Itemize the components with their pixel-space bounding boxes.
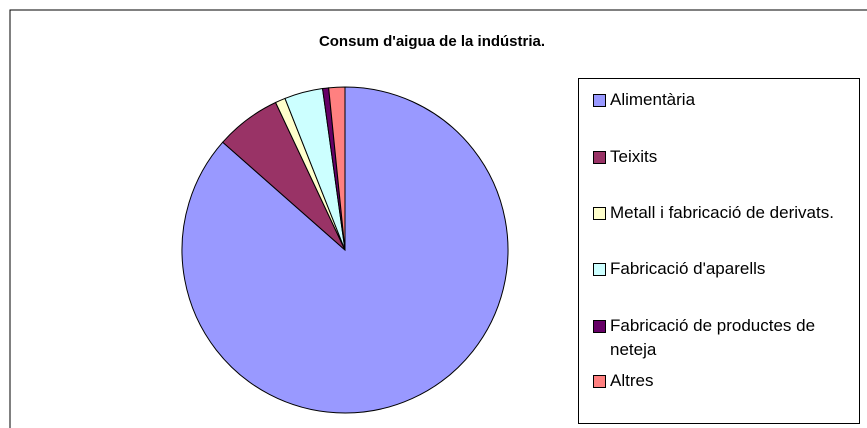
legend-item: Alimentària [593,88,855,112]
legend: Alimentària Teixits Metall i fabricació de… [578,78,860,424]
legend-item: Metall i fabricació de derivats. [593,201,855,225]
legend-swatch [593,207,606,220]
legend-item: Teixits [593,145,855,169]
pie-slice [181,86,509,414]
legend-item: Altres [593,369,855,393]
legend-item: Fabricació d'aparells [593,257,855,281]
legend-label: Teixits [610,147,658,166]
legend-swatch [593,263,606,276]
legend-swatch [593,320,606,333]
legend-label: Altres [610,371,654,390]
pie [181,86,509,414]
legend-label: Fabricació d'aparells [610,259,766,278]
pie-slice [328,86,346,251]
legend-label: Alimentària [610,90,696,109]
chart-title: Consum d'aigua de la indústria. [319,33,545,50]
legend-item: Fabricació de productes de neteja [593,314,855,362]
legend-label: Fabricació de productes de neteja [610,316,816,359]
legend-label: Metall i fabricació de derivats. [610,203,834,222]
legend-swatch [593,94,606,107]
legend-swatch [593,375,606,388]
legend-swatch [593,151,606,164]
